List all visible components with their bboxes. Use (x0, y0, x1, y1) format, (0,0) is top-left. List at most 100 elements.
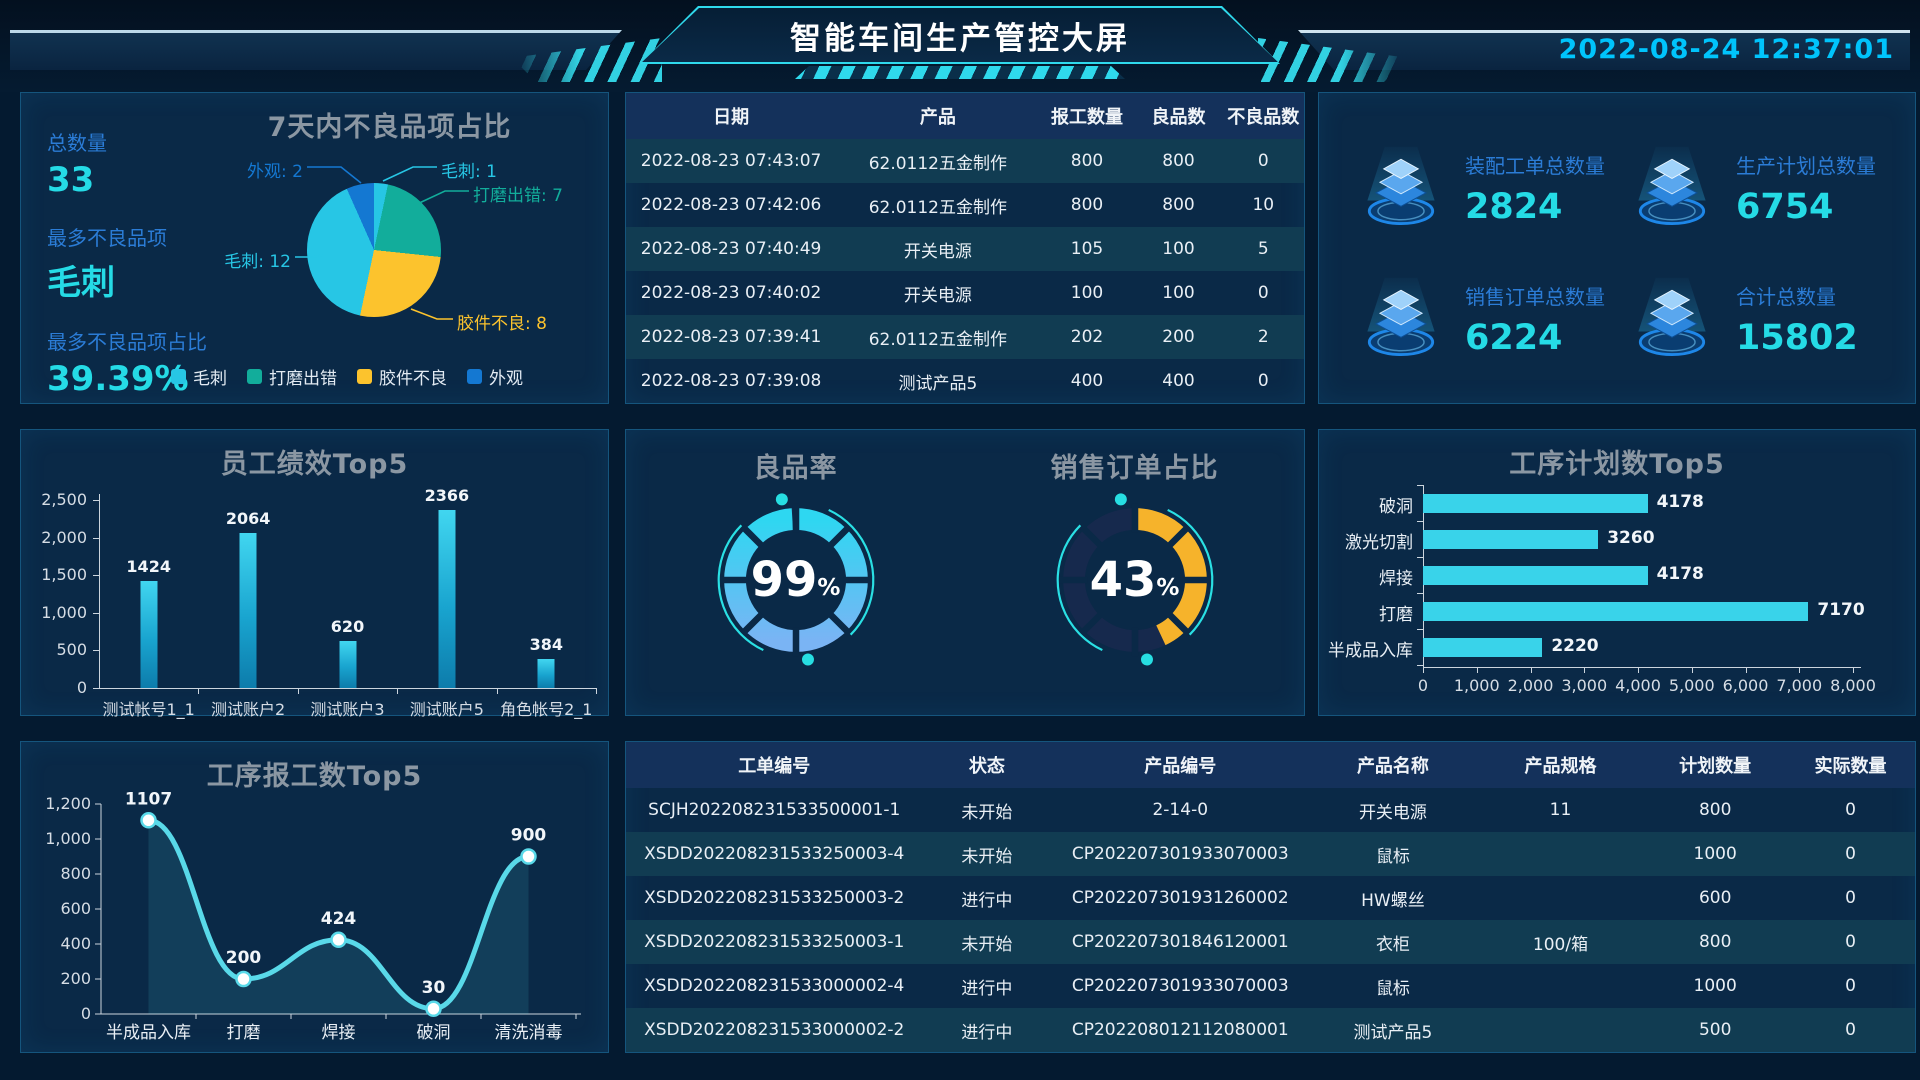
x-tick-label: 0 (1417, 676, 1429, 695)
svg-text:30: 30 (422, 978, 446, 998)
pie-leader-lines (295, 166, 469, 320)
legend-item[interactable]: 毛刺 (171, 364, 227, 389)
layers-icon (1624, 141, 1720, 237)
x-tick (1799, 667, 1801, 673)
x-tick (198, 688, 200, 694)
title-banner-strip (795, 66, 1125, 79)
stat-card-grand-total: 合计总数量 15802 (1624, 254, 1895, 385)
kpi-top-defect-ratio: 最多不良品项占比 39.39% (47, 330, 207, 399)
legend-item[interactable]: 打磨出错 (247, 364, 337, 389)
bar-value-label: 2366 (424, 486, 470, 506)
kpi-total: 总数量 33 (47, 131, 107, 200)
gauge-value: 99% (750, 552, 841, 608)
column-header: 产品编号 (1051, 742, 1310, 788)
panel-defect-ratio: 7天内不良品项占比 总数量 33 最多不良品项 毛刺 最多不良品项占比 39.3… (20, 92, 609, 404)
layers-icon (1353, 141, 1449, 237)
line-chart-process-report: 0 200 400 600 800 1,000 1,200 半成品入库 打磨 焊接 破洞 清洗消毒 11… (45, 789, 581, 1043)
x-tick (297, 688, 299, 694)
svg-text:0: 0 (81, 1004, 91, 1023)
svg-text:打磨: 打磨 (227, 1023, 261, 1043)
table-row: XSDD202208231533000002-4 进行中 CP20220730193… (644, 976, 1856, 999)
pie-label: 外观: 2 (247, 162, 303, 182)
column-header: 报工数量 (1039, 93, 1135, 139)
x-category-label: 角色帐号2_1 (500, 700, 593, 719)
table-row: 2022-08-23 07:42:06 62.0112五金制作 800 800 10 (640, 195, 1275, 218)
y-tick-label: 1,000 (41, 602, 87, 622)
x-tick (1638, 667, 1639, 673)
stat-card-grid: 装配工单总数量 2824 生产计划总数量 6754 销售订单总数量 6224 合… (1353, 123, 1895, 385)
stat-card-assembly-orders: 装配工单总数量 2824 (1353, 123, 1624, 254)
table-row: XSDD202208231533250003-2 进行中 CP20220730193… (644, 888, 1856, 911)
y-tick (93, 575, 99, 577)
gauge-good-rate: 良品率 99% (626, 430, 965, 715)
work-order-table: 工单编号 状态 产品编号 产品名称 产品规格 计划数量 实际数量 SCJH202208231… (626, 742, 1915, 1052)
svg-text:破洞: 破洞 (417, 1023, 451, 1043)
x-tick-label: 4,000 (1615, 676, 1661, 695)
column-header: 不良品数 (1222, 93, 1304, 139)
x-tick-label: 7,000 (1776, 676, 1823, 695)
panel-gauges: 良品率 99% 销售订单占比 43% (625, 429, 1305, 716)
y-tick (93, 688, 99, 689)
y-tick (93, 650, 99, 652)
table-row: 2022-08-23 07:43:07 62.0112五金制作 800 800 0 (626, 139, 1304, 183)
svg-text:800: 800 (60, 864, 91, 883)
bar (239, 532, 257, 688)
pie-label: 毛刺: 1 (441, 162, 497, 182)
x-tick (397, 688, 399, 694)
gauge-ring (1056, 493, 1213, 666)
bar-value-label: 4178 (1656, 492, 1704, 512)
page-title: 智能车间生产管控大屏 (790, 20, 1130, 57)
legend-swatch (467, 369, 482, 384)
x-tick-label: 6,000 (1722, 676, 1769, 695)
bar-value-label: 1424 (126, 556, 171, 576)
y-tick (1417, 521, 1423, 522)
gauge-sales-order-ratio: 销售订单占比 43% (965, 430, 1304, 715)
datetime-display: 2022-08-24 12:37:01 (1558, 34, 1894, 65)
panel-title: 工序报工数Top5 (206, 761, 423, 792)
stat-card-sales-orders: 销售订单总数量 6224 (1353, 254, 1624, 385)
bar-value-label: 384 (529, 635, 563, 655)
pie-label: 打磨出错: 7 (473, 186, 563, 206)
x-tick-label: 5,000 (1668, 676, 1715, 695)
column-header: 实际数量 (1786, 742, 1915, 788)
svg-text:1,200: 1,200 (45, 794, 91, 813)
column-header: 日期 (626, 93, 837, 139)
x-tick (1691, 667, 1693, 673)
svg-text:200: 200 (60, 969, 91, 988)
column-header: 计划数量 (1644, 742, 1787, 788)
column-header: 产品名称 (1309, 742, 1477, 788)
x-tick (1530, 667, 1532, 673)
pie-legend: 毛刺 打磨出错 胶件不良 外观 (171, 364, 523, 389)
bar (1423, 637, 1543, 657)
table-row: 2022-08-23 07:40:49 开关电源 105 100 5 (626, 227, 1304, 271)
legend-item[interactable]: 外观 (467, 364, 523, 389)
legend-label: 打磨出错 (269, 369, 337, 389)
panel-process-plan: 工序计划数Top5 破洞 4178 激光切割 3260 焊接 4178 打磨 7170 半成品入… (1318, 429, 1916, 716)
pie-circle (307, 183, 441, 317)
pie-label: 毛刺: 12 (224, 252, 291, 272)
legend-item[interactable]: 胶件不良 (357, 364, 447, 389)
x-tick (1853, 667, 1854, 673)
bar (140, 580, 158, 688)
x-tick-label: 3,000 (1561, 676, 1608, 695)
svg-text:200: 200 (226, 948, 262, 968)
y-tick (1417, 665, 1423, 666)
svg-text:1,000: 1,000 (45, 829, 91, 848)
bar (1423, 493, 1648, 513)
y-axis (99, 494, 100, 688)
svg-text:400: 400 (60, 934, 91, 953)
x-tick-label: 8,000 (1830, 676, 1876, 695)
category-label: 焊接 (1379, 569, 1413, 589)
x-tick-label: 1,000 (1453, 676, 1500, 695)
svg-text:900: 900 (511, 826, 547, 846)
gauge-ring (717, 493, 874, 666)
svg-text:清洗消毒: 清洗消毒 (495, 1023, 563, 1043)
bar-value-label: 620 (330, 617, 365, 637)
x-tick (496, 688, 498, 694)
pie-chart: 毛刺: 1 打磨出错: 7 胶件不良: 8 毛刺: 12 外观: 2 (191, 129, 596, 357)
table-row: XSDD202208231533250003-4 未开始 CP20220730193… (626, 832, 1915, 876)
header-left-decoration (10, 30, 622, 70)
bar-value-label: 3260 (1607, 528, 1655, 548)
svg-text:600: 600 (60, 899, 91, 918)
